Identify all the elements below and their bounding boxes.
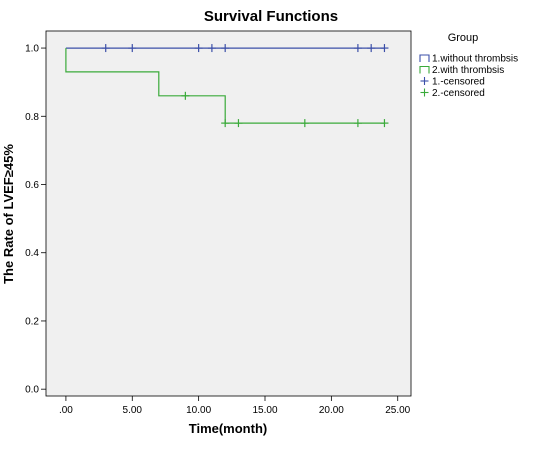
legend-swatch [419,54,430,62]
legend-item: 2.-censored [420,88,485,99]
censored-mark-2 [380,119,389,128]
y-tick-label: 0.4 [25,248,39,259]
legend-label: 1.without thrombsis [432,54,518,65]
y-tick-label: 0.6 [25,180,39,191]
y-tick-label: 0.2 [25,316,39,327]
y-tick-label: 0.8 [25,112,39,123]
censored-mark-1 [128,44,137,53]
x-tick-label: 25.00 [385,405,410,416]
y-axis: 0.0 0.2 0.4 0.6 0.8 1.0 [25,44,46,396]
legend-item: 2.with thrombsis [419,65,504,76]
censored-mark-2 [353,119,362,128]
legend-label: 1.-censored [432,77,485,88]
x-tick-label: 5.00 [123,405,143,416]
censored-mark-1 [194,44,203,53]
chart-title: Survival Functions [204,8,338,25]
censored-mark-2 [234,119,243,128]
series-layer [65,44,389,128]
censored-mark-1 [380,44,389,53]
legend-title: Group [448,32,479,44]
y-tick-label: 0.0 [25,385,39,396]
x-tick-label: 20.00 [319,405,344,416]
legend-swatch [420,77,429,85]
legend-item: 1.without thrombsis [419,54,518,65]
plot-area [45,30,412,397]
legend-item: 1.-censored [420,77,485,88]
legend-label: 2.-censored [432,88,485,99]
x-tick-label: 10.00 [186,405,211,416]
y-tick-label: 1.0 [25,44,39,55]
legend-swatch [420,88,429,97]
censored-mark-1 [101,44,110,53]
censored-mark-1 [367,44,376,53]
censored-mark-2 [221,119,230,128]
censored-mark-1 [207,44,216,53]
legend-swatch [419,65,430,74]
censored-mark-2 [181,91,190,100]
x-tick-label: 15.00 [252,405,277,416]
x-axis-label: Time(month) [189,421,267,436]
censored-mark-1 [221,44,230,53]
censored-mark-2 [300,119,309,128]
plot-area-group: 0.0 0.2 0.4 0.6 0.8 1.0 .00 5.00 10.00 15.00 20.0… [25,30,412,416]
legend-label: 2.with thrombsis [432,65,504,76]
y-axis-label: The Rate of LVEF≥45% [1,144,16,284]
censored-mark-1 [353,44,362,53]
x-axis: .00 5.00 10.00 15.00 20.00 25.00 [59,396,411,416]
x-tick-label: .00 [59,405,73,416]
